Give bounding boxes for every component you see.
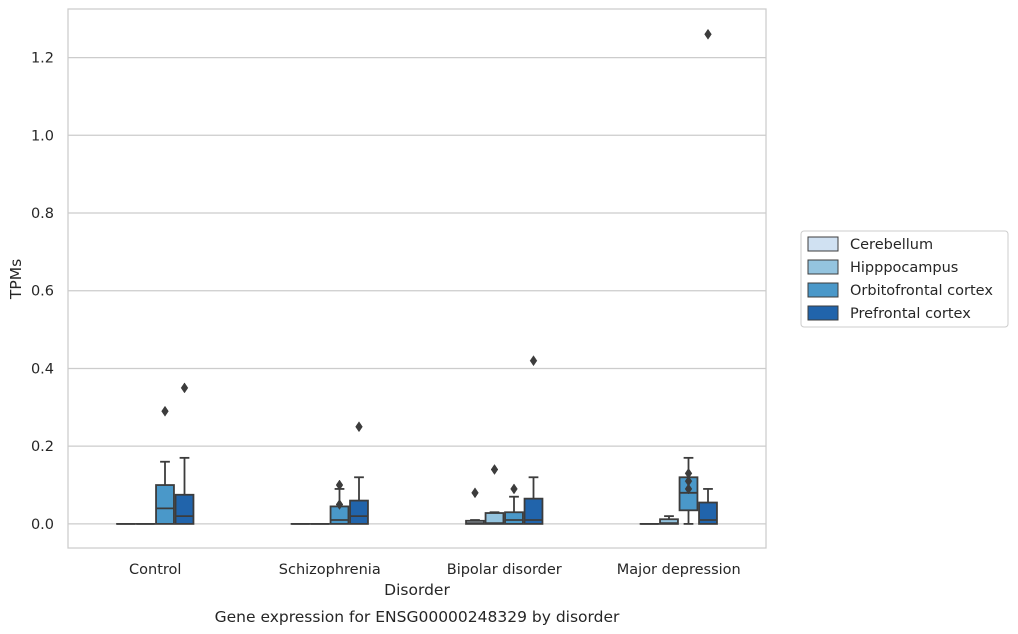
box-hipppocampus — [484, 464, 505, 525]
y-tick-labels: 0.0 0.2 0.4 0.6 0.8 1.0 1.2 — [31, 51, 54, 533]
outlier-point — [335, 479, 344, 491]
gridlines — [68, 56, 766, 525]
x-tick-labels: Control Schizophrenia Bipolar disorder Majo… — [129, 562, 741, 578]
outlier-point — [684, 467, 693, 479]
y-tick-label: 1.0 — [31, 128, 54, 144]
y-tick-label: 0.6 — [31, 284, 54, 300]
legend-swatch — [807, 236, 839, 252]
box-orbitofrontal-cortex — [329, 479, 350, 525]
box — [174, 493, 195, 525]
x-tick-label: Schizophrenia — [279, 562, 381, 578]
outlier-point — [684, 483, 693, 495]
box — [349, 499, 369, 525]
box — [504, 511, 524, 525]
outlier-point — [529, 355, 538, 367]
box-orbitofrontal-cortex — [678, 456, 699, 525]
outlier-point — [704, 28, 712, 40]
x-axis-label: Disorder — [384, 581, 450, 599]
legend-label: Hipppocampus — [850, 260, 958, 276]
chart-caption: Gene expression for ENSG00000248329 by d… — [215, 608, 620, 626]
y-tick-label: 0.2 — [31, 439, 54, 455]
outlier-point — [510, 483, 518, 495]
box-prefrontal-cortex — [174, 382, 195, 525]
legend: Cerebellum Hipppocampus Orbitofrontal cort… — [800, 230, 1009, 328]
outlier-point — [161, 405, 169, 417]
box-orbitofrontal-cortex — [155, 405, 175, 525]
box-hipppocampus — [659, 515, 679, 525]
x-tick-label: Bipolar disorder — [447, 562, 562, 578]
y-axis-label: TPMs — [7, 259, 25, 300]
box — [155, 484, 175, 525]
legend-swatch — [807, 282, 839, 298]
outlier-point — [471, 487, 479, 499]
box — [523, 497, 544, 525]
y-tick-label: 0.0 — [31, 517, 54, 533]
box-orbitofrontal-cortex — [504, 483, 524, 525]
outlier-point — [490, 464, 499, 475]
legend-swatch — [807, 305, 839, 321]
box-cerebellum — [465, 487, 485, 525]
outlier-point — [180, 382, 189, 394]
y-tick-label: 1.2 — [31, 51, 54, 67]
legend-label: Cerebellum — [850, 237, 933, 253]
outlier-point — [684, 475, 693, 487]
x-tick-label: Major depression — [617, 562, 741, 578]
outlier-point — [355, 421, 363, 433]
legend-swatch — [807, 259, 839, 275]
plot-frame — [67, 8, 767, 549]
legend-frame — [800, 230, 1009, 328]
outlier-point — [335, 499, 344, 510]
y-tick-label: 0.4 — [31, 361, 54, 377]
legend-label: Orbitofrontal cortex — [850, 283, 993, 299]
legend-label: Prefrontal cortex — [850, 306, 971, 322]
box-prefrontal-cortex — [523, 355, 544, 525]
x-tick-label: Control — [129, 562, 181, 578]
box-prefrontal-cortex — [349, 421, 369, 525]
box-prefrontal-cortex — [698, 28, 718, 525]
chart-marks — [116, 28, 718, 525]
box — [698, 501, 718, 525]
y-tick-label: 0.8 — [31, 206, 54, 222]
